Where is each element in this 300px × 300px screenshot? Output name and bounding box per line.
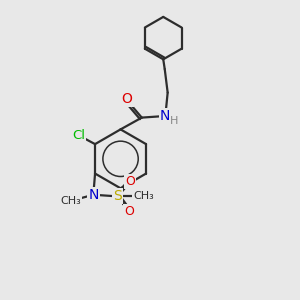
Text: O: O bbox=[124, 205, 134, 218]
Text: CH₃: CH₃ bbox=[133, 191, 154, 201]
Text: N: N bbox=[88, 188, 99, 202]
Text: Cl: Cl bbox=[72, 129, 86, 142]
Text: S: S bbox=[113, 189, 122, 203]
Text: H: H bbox=[170, 116, 178, 126]
Text: O: O bbox=[125, 175, 135, 188]
Text: CH₃: CH₃ bbox=[61, 196, 81, 206]
Text: N: N bbox=[160, 109, 170, 123]
Text: O: O bbox=[122, 92, 133, 106]
